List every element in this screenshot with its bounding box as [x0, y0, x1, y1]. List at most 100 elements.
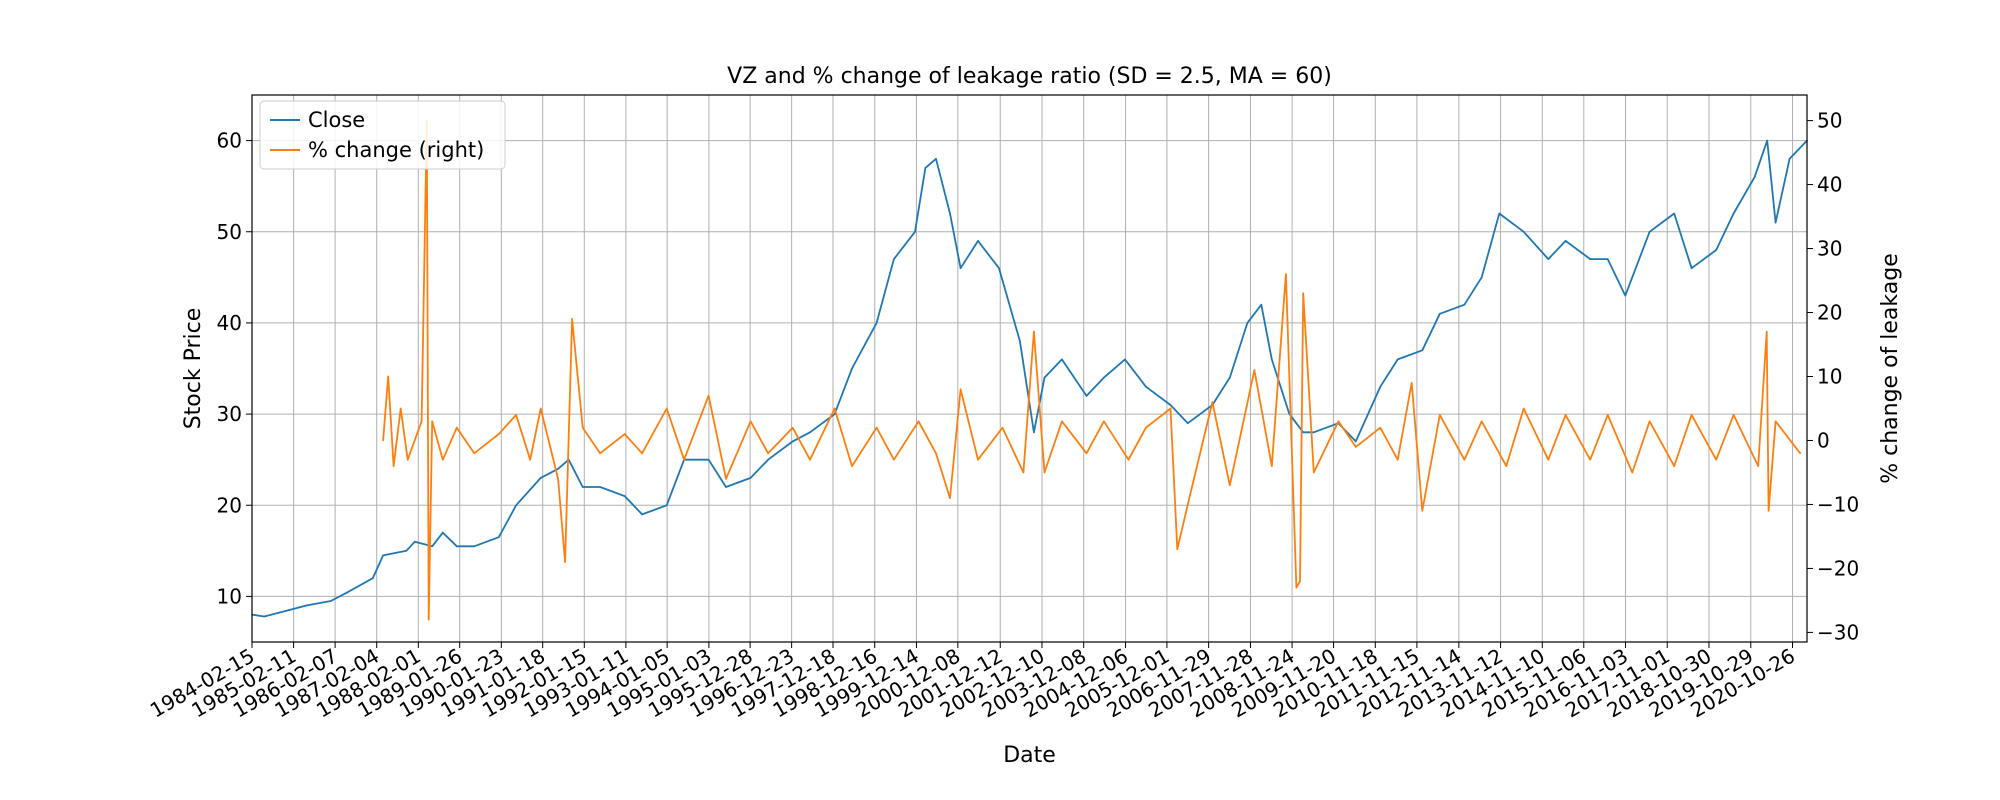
data-point-close	[581, 486, 584, 488]
data-point-pct-change	[1606, 414, 1609, 416]
data-point-close	[1673, 212, 1675, 215]
data-point-pct-change	[473, 452, 476, 455]
y-left-tick-label: 60	[217, 129, 242, 153]
data-point-pct-change	[707, 394, 710, 397]
y-right-tick-label: 50	[1817, 109, 1842, 133]
data-point-close	[347, 591, 350, 593]
data-point-close	[1396, 358, 1399, 361]
data-point-close	[1302, 431, 1304, 434]
data-point-pct-change	[564, 561, 566, 563]
legend-label-close: Close	[308, 108, 365, 132]
data-point-pct-change	[1043, 471, 1046, 474]
data-point-close	[1774, 221, 1777, 224]
y-axis-label-left: Stock Price	[181, 308, 206, 430]
data-point-pct-change	[1337, 420, 1340, 423]
data-point-close	[539, 477, 542, 479]
data-point-pct-change	[1547, 458, 1550, 461]
data-point-close	[1169, 404, 1172, 406]
data-point-pct-change	[1253, 369, 1256, 371]
grid	[251, 95, 1807, 642]
data-point-pct-change	[1673, 465, 1675, 467]
data-point-pct-change	[1169, 407, 1172, 410]
data-point-pct-change	[1022, 471, 1025, 474]
data-point-pct-change	[1799, 452, 1801, 455]
legend-box	[259, 100, 506, 170]
axes-layer: 1984-02-151985-02-111986-02-071987-02-04…	[146, 109, 1859, 723]
data-point-pct-change	[1421, 510, 1424, 512]
y-left-tick-label: 30	[217, 402, 242, 426]
data-point-close	[405, 550, 408, 552]
data-point-close	[1421, 349, 1424, 352]
y-right-tick-label: −20	[1817, 556, 1859, 580]
data-point-close	[924, 167, 927, 169]
data-point-close	[1124, 358, 1126, 361]
data-point-close	[498, 536, 500, 538]
data-point-close	[382, 554, 384, 557]
data-point-pct-change	[1732, 414, 1735, 416]
data-point-pct-change	[851, 465, 853, 467]
data-point-pct-change	[875, 426, 878, 429]
data-point-close	[305, 604, 308, 607]
data-point-pct-change	[767, 452, 769, 455]
data-point-close	[442, 531, 444, 534]
data-point-pct-change	[949, 497, 951, 499]
data-point-pct-change	[1061, 420, 1063, 423]
data-point-pct-change	[399, 407, 402, 410]
data-point-close	[1379, 385, 1382, 388]
data-point-pct-change	[387, 375, 390, 378]
data-point-close	[1589, 258, 1591, 260]
data-point-pct-change	[977, 458, 979, 461]
data-point-pct-change	[1648, 420, 1651, 423]
data-point-close	[833, 413, 836, 415]
data-point-close	[1229, 376, 1231, 379]
data-point-pct-change	[1480, 420, 1483, 423]
data-point-pct-change	[1774, 420, 1777, 423]
data-point-pct-change	[917, 420, 920, 423]
data-point-pct-change	[515, 414, 517, 416]
data-point-close	[473, 545, 476, 548]
data-point-pct-change	[1355, 446, 1357, 448]
data-point-pct-change	[599, 452, 601, 455]
data-point-close	[431, 545, 434, 548]
data-point-close	[515, 504, 517, 507]
data-point-pct-change	[1522, 407, 1525, 410]
data-point-close	[1043, 376, 1046, 379]
data-point-pct-change	[725, 478, 727, 480]
data-point-close	[263, 615, 266, 618]
data-point-pct-change	[1145, 426, 1147, 429]
data-point-close	[330, 600, 332, 602]
data-point-close	[1690, 267, 1693, 270]
data-point-close	[1103, 376, 1105, 379]
data-point-pct-change	[571, 318, 573, 320]
data-point-close	[1246, 322, 1249, 324]
data-point-close	[288, 609, 290, 611]
data-point-close	[1271, 358, 1273, 361]
data-point-pct-change	[893, 458, 895, 461]
data-point-close	[749, 477, 752, 479]
data-point-pct-change	[1757, 465, 1759, 467]
data-point-close	[1498, 212, 1501, 215]
data-point-pct-change	[1690, 414, 1693, 416]
data-point-pct-change	[1299, 580, 1301, 582]
data-point-pct-change	[1313, 471, 1315, 474]
data-point-close	[767, 458, 769, 461]
y-left-tick-label: 10	[217, 584, 242, 608]
y-right-tick-label: 20	[1817, 301, 1842, 325]
data-point-pct-change	[1715, 458, 1717, 461]
data-point-close	[1766, 139, 1768, 142]
data-point-pct-change	[1302, 292, 1304, 295]
data-point-close	[372, 577, 374, 579]
chart-title: VZ and % change of leakage ratio (SD = 2…	[727, 64, 1332, 89]
data-point-pct-change	[557, 478, 559, 480]
data-point-close	[725, 486, 727, 488]
data-point-close	[1624, 294, 1627, 297]
data-point-pct-change	[833, 407, 836, 410]
data-point-pct-change	[1767, 510, 1770, 512]
data-point-close	[1715, 249, 1717, 251]
data-point-pct-change	[1127, 458, 1130, 461]
data-point-close	[1522, 231, 1525, 233]
data-point-close	[1019, 340, 1021, 342]
data-point-pct-change	[1295, 586, 1298, 589]
data-point-close	[1061, 358, 1063, 361]
data-point-close	[949, 212, 951, 215]
